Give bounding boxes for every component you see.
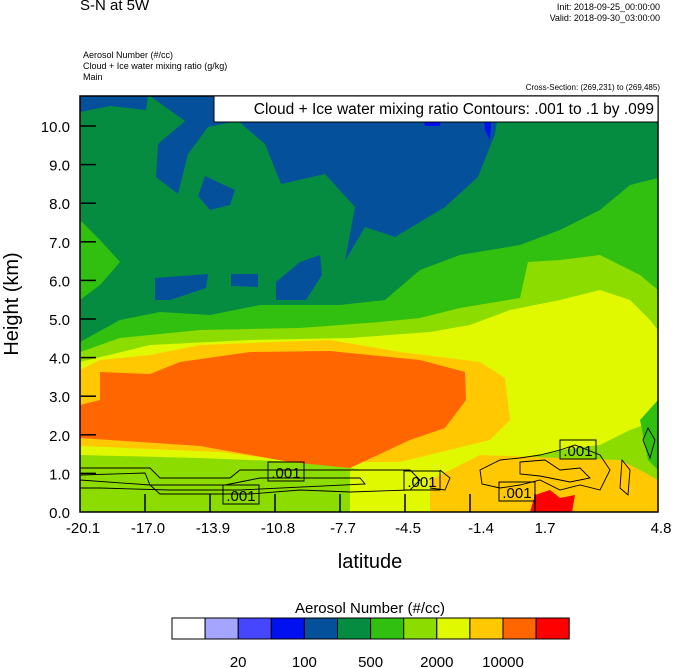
contour-label-box (267, 461, 305, 482)
colorbar-swatch (303, 617, 338, 640)
y-tick-label: 3.0 (49, 389, 70, 406)
colorbar-label: 10000 (482, 654, 524, 668)
colorbar-swatch (237, 617, 272, 640)
contour-label-box (559, 439, 597, 460)
colorbar-swatch (403, 617, 438, 640)
y-tick-label: 7.0 (49, 235, 70, 252)
x-tick-label: -7.7 (330, 520, 356, 537)
x-tick-label: -13.9 (196, 520, 230, 537)
region-red (530, 490, 575, 512)
valid-time: Valid: 2018-09-30_03:00:00 (549, 13, 660, 23)
colorbar-swatch (436, 617, 471, 640)
colorbar-swatch (270, 617, 305, 640)
y-tick-label: 8.0 (49, 196, 70, 213)
contour-label-box (222, 484, 260, 505)
contour-line (79, 467, 421, 495)
region-blue-pocket (276, 255, 322, 300)
x-tick-label: 1.7 (535, 520, 556, 537)
y-tick-label: 1.0 (49, 466, 70, 483)
colorbar-swatch (337, 617, 372, 640)
field-label-cloud: Cloud + Ice water mixing ratio (g/kg) (83, 61, 228, 71)
region-orange (80, 351, 466, 468)
x-axis-label: latitude (338, 551, 403, 573)
contour-line (519, 459, 591, 483)
cross-section-label: Cross-Section: (269,231) to (269,485) (525, 83, 660, 92)
y-axis-label: Height (km) (1, 252, 23, 355)
colorbar-label: 2000 (420, 654, 453, 668)
contour-label: .001 (271, 465, 300, 482)
region-green-patch-right (640, 400, 658, 470)
colorbar-swatch (535, 617, 570, 640)
y-tick-label: 2.0 (49, 428, 70, 445)
contour-info-text: Cloud + Ice water mixing ratio Contours:… (254, 101, 654, 118)
contour-label: .001 (502, 485, 531, 502)
axis-ticks: -20.1 -17.0 -13.9 -10.8 -7.7 -4.5 -1.4 1.7 4.8 0.… (41, 119, 672, 537)
region-blue-topleft (80, 96, 148, 112)
y-tick-label: 5.0 (49, 312, 70, 329)
colorbar-label: 20 (230, 654, 247, 668)
y-tick-label: 4.0 (49, 351, 70, 368)
contour-line (429, 469, 451, 491)
x-tick-label: -20.1 (66, 520, 100, 537)
contour-line (79, 472, 366, 491)
contour-labels: .001 .001 .001 .001 .001 (222, 439, 597, 505)
contour-line (479, 444, 611, 491)
field-label-aerosol: Aerosol Number (#/cc) (83, 50, 174, 60)
x-tick-label: -10.8 (261, 520, 295, 537)
colorbar-swatch (370, 617, 405, 640)
contour-label-box (403, 470, 441, 491)
plot-title: S-N at 5W (80, 0, 150, 14)
region-blue-bit1 (155, 274, 208, 300)
colorbar-label: 500 (358, 654, 383, 668)
colorbar-title: Aerosol Number (#/cc) (295, 600, 445, 617)
x-tick-label: 4.8 (651, 520, 672, 537)
region-bottom-yellow (350, 470, 440, 512)
contour-label: .001 (226, 488, 255, 505)
init-time: Init: 2018-09-25_00:00:00 (556, 2, 660, 12)
contour-label-box (498, 481, 536, 502)
filled-contours (80, 96, 658, 512)
contour-label: .001 (563, 443, 592, 460)
x-tick-label: -4.5 (395, 520, 421, 537)
colorbar: 20 100 500 2000 10000 (171, 617, 570, 668)
contour-line (619, 458, 631, 496)
x-tick-label: -17.0 (131, 520, 165, 537)
cloud-contour-lines (79, 426, 656, 496)
colorbar-swatch (171, 617, 206, 640)
region-blue-island (198, 176, 235, 210)
contour-label: .001 (407, 474, 436, 491)
y-tick-label: 6.0 (49, 273, 70, 290)
y-tick-label: 9.0 (49, 158, 70, 175)
colorbar-swatch (502, 617, 537, 640)
colorbar-label: 100 (292, 654, 317, 668)
colorbar-swatch (469, 617, 504, 640)
colorbar-swatch (204, 617, 239, 640)
field-label-main: Main (83, 72, 103, 82)
contour-line (642, 426, 656, 460)
y-tick-label: 0.0 (49, 505, 70, 522)
x-tick-label: -1.4 (468, 520, 494, 537)
contour-info-box (213, 95, 659, 123)
y-tick-label: 10.0 (41, 119, 70, 136)
region-blue-main (150, 96, 501, 261)
region-blue-bit2 (231, 274, 258, 287)
